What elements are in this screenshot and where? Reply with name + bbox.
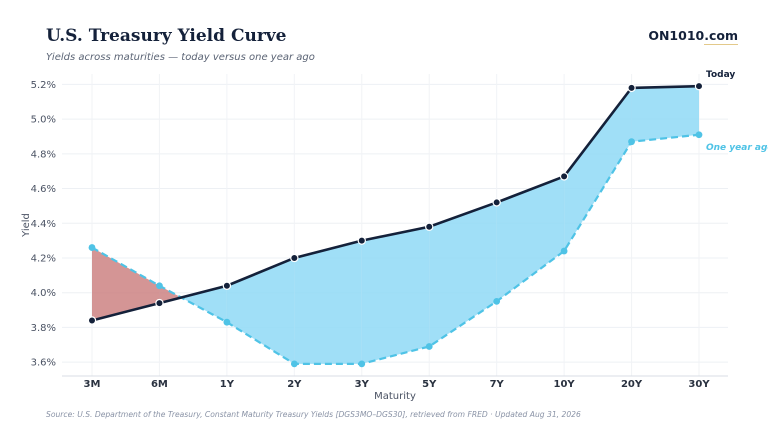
spread-fill-higher — [361, 226, 430, 364]
y-tick-label: 4.8% — [31, 149, 56, 160]
one-year-ago-point — [358, 360, 366, 368]
spread-fill-higher — [631, 86, 699, 142]
today-point — [290, 253, 299, 263]
one-year-ago-point — [560, 247, 568, 255]
today-point — [222, 281, 232, 290]
x-tick-label: 3Y — [355, 379, 370, 390]
today-point — [87, 316, 97, 325]
one-year-ago-point — [223, 318, 231, 326]
series-label-today: Today — [706, 70, 735, 80]
x-tick-label: 20Y — [621, 379, 643, 390]
x-tick-label: 6M — [151, 379, 168, 390]
y-tick-label: 5.2% — [31, 80, 56, 91]
y-axis-label: Yield — [21, 213, 32, 238]
spread-fill-higher — [496, 176, 565, 302]
chart-title: U.S. Treasury Yield Curve — [46, 26, 287, 46]
brand-underline — [704, 44, 738, 45]
one-year-ago-line — [91, 133, 700, 365]
y-tick-label: 3.6% — [31, 358, 56, 369]
today-line — [91, 84, 700, 322]
one-year-ago-point — [156, 282, 163, 290]
one-year-ago-point — [628, 138, 635, 146]
y-tick-label: 4.0% — [31, 288, 56, 299]
x-tick-label: 7Y — [490, 379, 505, 390]
spread-fill-higher — [564, 87, 632, 252]
one-year-ago-point — [290, 360, 298, 368]
x-tick-label: 5Y — [422, 379, 437, 390]
today-point — [559, 172, 569, 181]
y-tick-label: 5.0% — [31, 115, 56, 126]
y-tick-label: 4.6% — [31, 184, 56, 195]
spread-fill-higher — [429, 202, 497, 347]
one-year-ago-point — [425, 343, 433, 350]
source-note: Source: U.S. Department of the Treasury,… — [46, 410, 581, 419]
y-tick-label: 3.8% — [31, 323, 56, 334]
today-point — [357, 236, 366, 245]
today-point — [694, 81, 704, 91]
x-tick-label: 3M — [84, 379, 101, 390]
one-year-ago-point — [493, 297, 501, 305]
x-tick-label: 2Y — [287, 379, 302, 390]
spread-fill-higher — [294, 240, 362, 364]
today-point — [425, 222, 434, 231]
one-year-ago-point — [88, 244, 96, 251]
y-tick-label: 4.2% — [31, 253, 56, 264]
x-tick-label: 10Y — [554, 379, 576, 390]
spread-fill-higher — [226, 257, 295, 364]
one-year-ago-point — [695, 131, 703, 139]
series-label-one-year-ago: One year ago — [706, 143, 768, 153]
brand-logo[interactable]: ON1010.com — [648, 28, 738, 43]
spread-fill-lower — [92, 247, 160, 321]
today-point — [492, 198, 501, 207]
x-tick-label: 30Y — [688, 379, 710, 390]
y-tick-label: 4.4% — [31, 219, 56, 230]
today-point — [627, 83, 636, 93]
chart-subtitle: Yields across maturities — today versus … — [46, 52, 315, 63]
today-point — [155, 298, 164, 308]
x-tick-label: 1Y — [220, 379, 235, 390]
x-axis-label: Maturity — [374, 391, 416, 402]
